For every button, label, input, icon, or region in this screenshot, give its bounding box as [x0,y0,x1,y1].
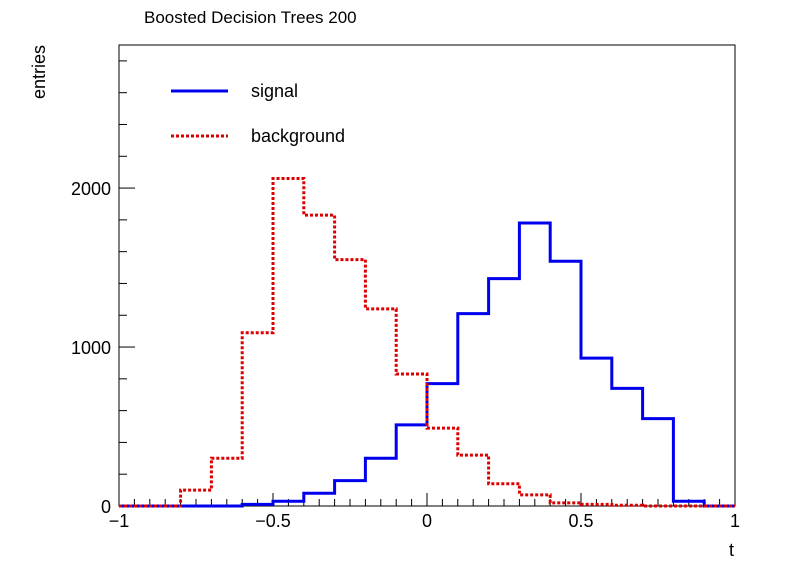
y-tick-labels: 0 1000 2000 [71,179,111,517]
x-axis-label: t [729,540,734,560]
y-tick-label: 0 [101,497,111,517]
histogram-series [119,177,735,508]
plot-frame [118,44,736,507]
x-tick-labels: −1 −0.5 0 0.5 1 [109,511,740,531]
x-tick-label: 0 [422,511,432,531]
x-tick-label: 1 [730,511,740,531]
signal-histogram [119,221,735,508]
background-legend-label: background [251,126,345,146]
signal-legend-label: signal [251,81,298,101]
background-histogram [119,177,735,508]
axis-ticks [118,60,736,507]
legend: signal background [171,81,345,146]
y-axis-label: entries [29,45,49,99]
x-tick-label: −1 [109,511,130,531]
y-tick-label: 1000 [71,338,111,358]
chart-title: Boosted Decision Trees 200 [144,8,357,27]
x-tick-label: 0.5 [568,511,593,531]
y-tick-label: 2000 [71,179,111,199]
x-tick-label: −0.5 [255,511,291,531]
